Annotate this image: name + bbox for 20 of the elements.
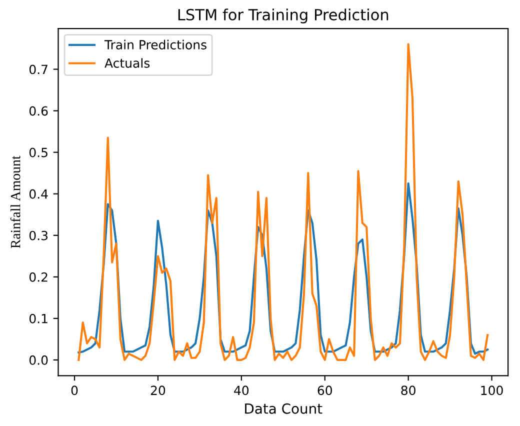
legend-label: Train Predictions [104, 40, 206, 50]
x-tick-label: 0 [71, 386, 78, 396]
legend-label: Actuals [104, 58, 150, 68]
x-tick-label: 80 [401, 386, 416, 396]
y-tick-label: 0.6 [29, 106, 48, 116]
x-tick-label: 60 [318, 386, 332, 396]
y-tick-label: 0.4 [29, 189, 48, 199]
x-tick-label: 20 [150, 386, 166, 396]
line-series [78, 182, 489, 355]
y-tick-label: 0.3 [29, 230, 48, 240]
y-axis-title: Rainfall Amount [10, 156, 20, 248]
y-tick-label: 0.1 [29, 314, 48, 324]
y-tick-label: 0.7 [29, 64, 48, 74]
y-tick-label: 0.0 [29, 355, 48, 365]
chart-title: LSTM for Training Prediction [178, 8, 388, 24]
x-axis-title: Data Count [245, 403, 322, 414]
x-tick-label: 40 [234, 386, 249, 396]
x-tick-label: 100 [481, 386, 503, 396]
y-tick-label: 0.5 [29, 148, 48, 158]
y-tick-label: 0.2 [29, 272, 48, 282]
